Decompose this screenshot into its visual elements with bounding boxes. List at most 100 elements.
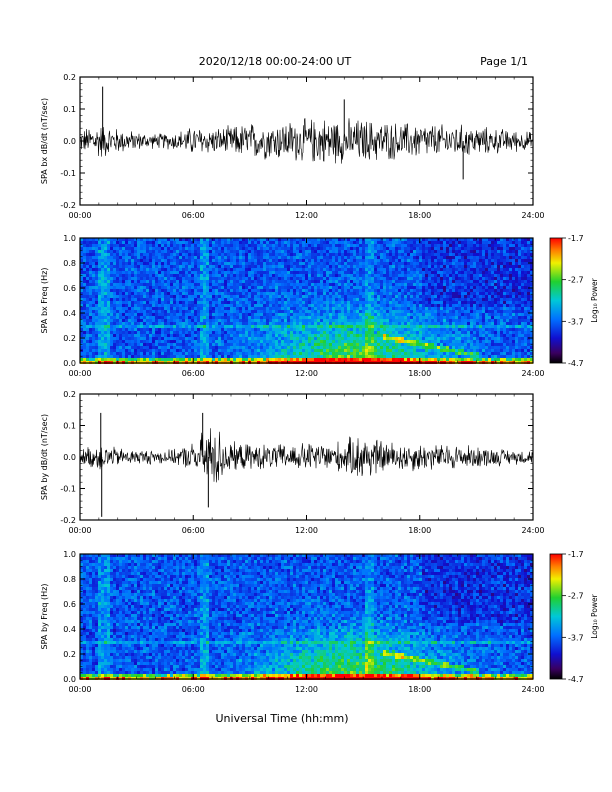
spectrogram-cell [176, 298, 179, 301]
spectrogram-cell [278, 304, 281, 307]
y-tick-label: -0.1 [60, 169, 76, 178]
spectrogram-cell [248, 358, 251, 361]
spectrogram-cell [386, 340, 389, 343]
spectrogram-cell [182, 280, 185, 283]
spectrogram-cell [236, 334, 239, 337]
spectrogram-cell [125, 352, 128, 355]
spectrogram-cell [296, 343, 299, 346]
spectrogram-cell [356, 307, 359, 310]
spectrogram-cell [389, 310, 392, 313]
spectrogram-cell [308, 277, 311, 280]
spectrogram-cell [383, 316, 386, 319]
spectrogram-cell [128, 355, 131, 358]
spectrogram-cell [422, 295, 425, 298]
spectrogram-cell [344, 358, 347, 361]
spectrogram-cell [224, 334, 227, 337]
spectrogram-cell [326, 322, 329, 325]
spectrogram-cell [125, 283, 128, 286]
spectrogram-cell [425, 280, 428, 283]
spectrogram-cell [425, 283, 428, 286]
spectrogram-cell [185, 316, 188, 319]
spectrogram-cell [155, 253, 158, 256]
spectrogram-cell [125, 295, 128, 298]
spectrogram-cell [146, 343, 149, 346]
spectrogram-cell [260, 331, 263, 334]
spectrogram-cell [317, 238, 320, 241]
spectrogram-cell [401, 268, 404, 271]
spectrogram-cell [290, 334, 293, 337]
spectrogram-cell [356, 283, 359, 286]
spectrogram-cell [398, 253, 401, 256]
spectrogram-cell [395, 247, 398, 250]
spectrogram-cell [422, 352, 425, 355]
spectrogram-cell [347, 307, 350, 310]
spectrogram-cell [329, 238, 332, 241]
spectrogram-cell [146, 295, 149, 298]
spectrogram-cell [404, 352, 407, 355]
spectrogram-cell [296, 286, 299, 289]
spectrogram-cell [161, 271, 164, 274]
spectrogram-cell [311, 355, 314, 358]
spectrogram-cell [344, 265, 347, 268]
spectrogram-cell [293, 280, 296, 283]
spectrogram-cell [269, 256, 272, 259]
spectrogram-cell [290, 247, 293, 250]
spectrogram-cell [308, 283, 311, 286]
spectrogram-cell [374, 265, 377, 268]
spectrogram-cell [350, 340, 353, 343]
spectrogram-cell [236, 355, 239, 358]
spectrogram-cell [224, 292, 227, 295]
spectrogram-cell [356, 322, 359, 325]
spectrogram-cell [119, 244, 122, 247]
spectrogram-cell [239, 238, 242, 241]
spectrogram-cell [158, 259, 161, 262]
spectrogram-cell [236, 268, 239, 271]
spectrogram-cell [143, 265, 146, 268]
spectrogram-cell [227, 289, 230, 292]
spectrogram-cell [296, 349, 299, 352]
spectrogram-cell [101, 337, 104, 340]
spectrogram-cell [392, 277, 395, 280]
spectrogram-cell [389, 241, 392, 244]
spectrogram-cell [383, 358, 386, 361]
spectrogram-cell [158, 307, 161, 310]
spectrogram-cell [383, 328, 386, 331]
spectrogram-cell [107, 277, 110, 280]
spectrogram-cell [329, 259, 332, 262]
spectrogram-cell [131, 358, 134, 361]
spectrogram-cell [194, 343, 197, 346]
spectrogram-cell [233, 340, 236, 343]
spectrogram-cell [83, 304, 86, 307]
spectrogram-cell [383, 247, 386, 250]
spectrogram-cell [98, 268, 101, 271]
spectrogram-cell [134, 343, 137, 346]
spectrogram-cell [326, 349, 329, 352]
spectrogram-cell [170, 265, 173, 268]
spectrogram-cell [245, 280, 248, 283]
spectrogram-cell [374, 322, 377, 325]
spectrogram-cell [377, 301, 380, 304]
spectrogram-cell [410, 349, 413, 352]
spectrogram-cell [377, 259, 380, 262]
spectrogram-cell [410, 307, 413, 310]
spectrogram-cell [335, 253, 338, 256]
spectrogram-cell [230, 244, 233, 247]
spectrogram-cell [248, 283, 251, 286]
spectrogram-cell [266, 292, 269, 295]
spectrogram-cell [176, 343, 179, 346]
spectrogram-cell [119, 280, 122, 283]
spectrogram-cell [398, 328, 401, 331]
spectrogram-cell [149, 319, 152, 322]
spectrogram-cell [170, 313, 173, 316]
spectrogram-cell [245, 259, 248, 262]
spectrogram-cell [296, 253, 299, 256]
spectrogram-cell [353, 298, 356, 301]
spectrogram-cell [263, 244, 266, 247]
spectrogram-cell [233, 337, 236, 340]
spectrogram-cell [293, 277, 296, 280]
spectrogram-cell [92, 307, 95, 310]
spectrogram-cell [242, 238, 245, 241]
spectrogram-cell [107, 346, 110, 349]
spectrogram-cell [89, 343, 92, 346]
spectrogram-cell [392, 346, 395, 349]
